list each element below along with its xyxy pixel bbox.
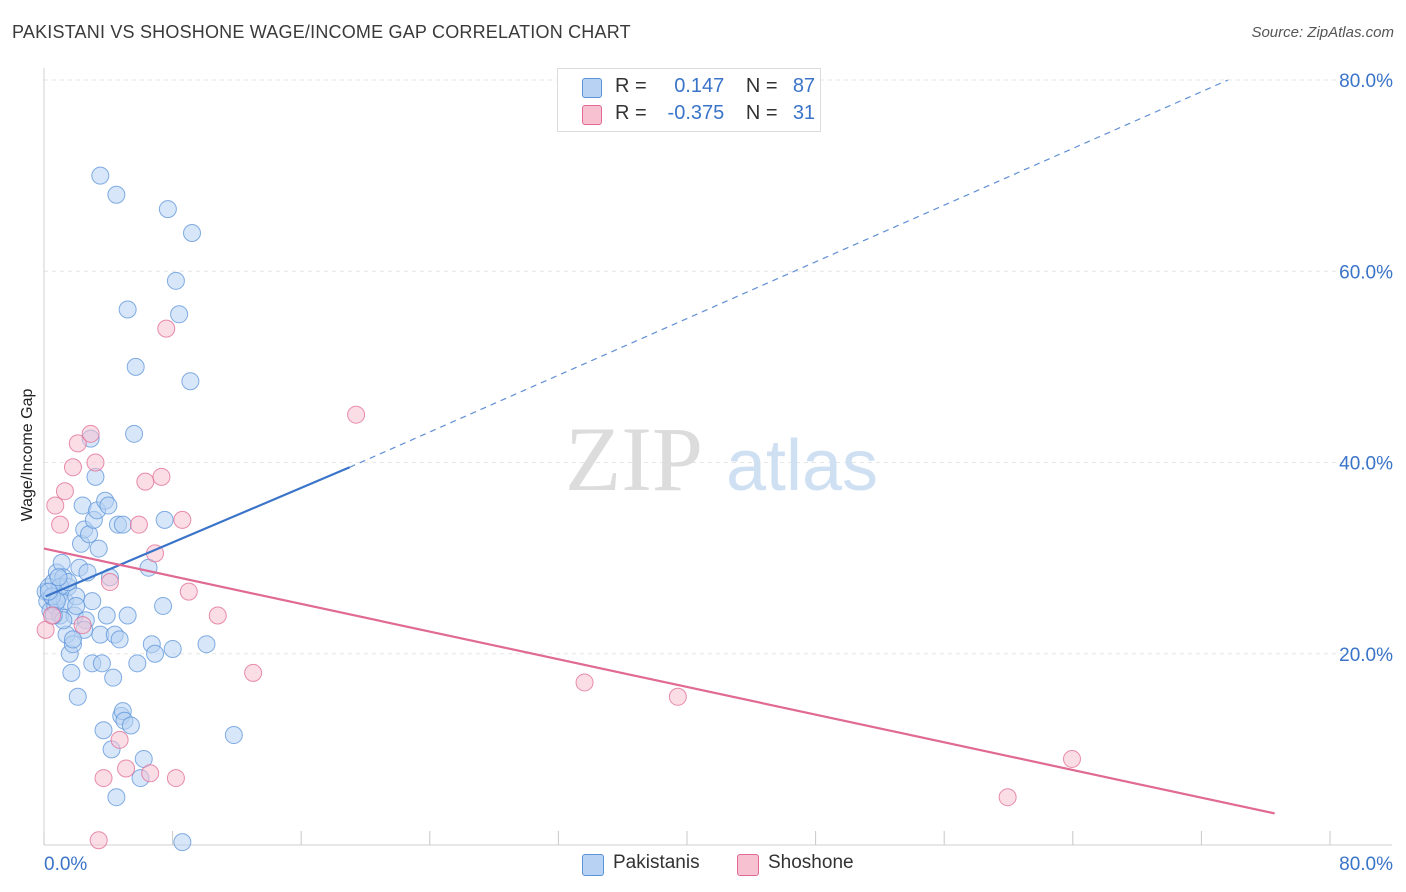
data-point-pakistanis xyxy=(128,654,147,673)
data-point-pakistanis xyxy=(118,300,137,319)
data-point-shoshone xyxy=(152,467,171,486)
trend-line-pakistanis xyxy=(45,466,351,598)
data-point-shoshone xyxy=(998,788,1017,807)
chart-title: PAKISTANI VS SHOSHONE WAGE/INCOME GAP CO… xyxy=(12,22,631,42)
trend-line-shoshone xyxy=(43,547,1275,815)
data-point-pakistanis xyxy=(107,185,126,204)
legend-n-value-shoshone: 31 xyxy=(792,102,816,124)
data-point-shoshone xyxy=(173,510,192,529)
data-point-pakistanis xyxy=(62,663,81,682)
data-point-pakistanis xyxy=(104,668,123,687)
data-point-shoshone xyxy=(166,769,185,788)
data-point-pakistanis xyxy=(126,357,145,376)
data-point-pakistanis xyxy=(224,726,243,745)
data-point-pakistanis xyxy=(91,166,110,185)
data-point-pakistanis xyxy=(163,639,182,658)
data-point-shoshone xyxy=(575,673,594,692)
legend-box: R = 0.147 N = 87 R = -0.375 N = 31 xyxy=(557,68,821,132)
data-point-pakistanis xyxy=(173,833,192,852)
trend-lines xyxy=(43,79,1275,815)
data-point-pakistanis xyxy=(158,200,177,219)
data-point-shoshone xyxy=(43,606,62,625)
data-point-pakistanis xyxy=(146,644,165,663)
grid-lines xyxy=(44,79,1392,655)
data-point-pakistanis xyxy=(181,372,200,391)
tick-labels: 20.0% 40.0% 60.0% 80.0% 0.0% 80.0% xyxy=(44,71,1393,875)
data-point-pakistanis xyxy=(155,510,174,529)
legend-swatch-pakistanis xyxy=(582,78,602,98)
data-point-shoshone xyxy=(117,759,136,778)
data-point-shoshone xyxy=(668,687,687,706)
trend-line-extension-pakistanis xyxy=(349,79,1229,468)
data-point-shoshone xyxy=(63,458,82,477)
data-point-shoshone xyxy=(347,405,366,424)
data-point-pakistanis xyxy=(67,596,86,615)
watermark-zip: ZIP xyxy=(565,408,703,510)
data-point-shoshone xyxy=(55,482,74,501)
data-point-pakistanis xyxy=(154,596,173,615)
data-point-pakistanis xyxy=(83,592,102,611)
legend-n-label: N = xyxy=(745,75,778,97)
legend-r-label: R = xyxy=(615,102,647,124)
data-point-shoshone xyxy=(81,424,100,443)
data-point-shoshone xyxy=(68,434,87,453)
data-point-pakistanis xyxy=(118,606,137,625)
data-point-pakistanis xyxy=(183,224,202,242)
bottom-legend-label-pakistanis: Pakistanis xyxy=(613,852,700,873)
data-point-shoshone xyxy=(46,496,65,515)
y-tick-label: 40.0% xyxy=(1339,454,1393,475)
y-tick-label: 60.0% xyxy=(1339,262,1393,283)
watermark: ZIP atlas xyxy=(565,408,878,510)
data-point-pakistanis xyxy=(68,687,87,706)
data-point-shoshone xyxy=(86,453,105,472)
data-point-pakistanis xyxy=(94,721,113,740)
data-point-shoshone xyxy=(73,616,92,635)
data-point-pakistanis xyxy=(197,635,216,654)
axes xyxy=(43,68,1392,846)
legend-n-label: N = xyxy=(745,102,778,124)
data-point-pakistanis xyxy=(113,515,132,534)
data-point-shoshone xyxy=(100,573,119,592)
bottom-legend-swatch-pakistanis xyxy=(582,854,604,876)
data-point-shoshone xyxy=(179,582,198,601)
x-tick-label: 80.0% xyxy=(1339,854,1393,875)
data-point-pakistanis xyxy=(89,539,108,558)
watermark-atlas: atlas xyxy=(726,426,878,506)
data-points xyxy=(36,166,1081,852)
data-point-pakistanis xyxy=(121,716,140,735)
legend-r-label: R = xyxy=(615,75,647,97)
data-point-shoshone xyxy=(157,319,176,338)
data-point-pakistanis xyxy=(107,788,126,807)
bottom-legend-swatch-shoshone xyxy=(737,854,759,876)
data-point-shoshone xyxy=(110,730,129,749)
data-point-shoshone xyxy=(244,663,263,682)
data-point-shoshone xyxy=(1062,749,1081,768)
y-tick-label: 80.0% xyxy=(1339,71,1393,92)
data-point-pakistanis xyxy=(92,654,111,673)
y-tick-label: 20.0% xyxy=(1339,645,1393,666)
data-point-pakistanis xyxy=(170,305,189,324)
data-point-pakistanis xyxy=(63,630,82,649)
data-point-shoshone xyxy=(141,764,160,783)
data-point-shoshone xyxy=(129,515,148,534)
data-point-pakistanis xyxy=(99,496,118,515)
data-point-pakistanis xyxy=(166,271,185,290)
legend-r-value-shoshone: -0.375 xyxy=(667,102,725,124)
legend-r-value-pakistanis: 0.147 xyxy=(674,75,725,97)
data-point-shoshone xyxy=(89,831,108,850)
data-point-pakistanis xyxy=(97,606,116,625)
data-point-shoshone xyxy=(208,606,227,625)
bottom-legend-label-shoshone: Shoshone xyxy=(768,852,854,873)
x-tick-label: 0.0% xyxy=(44,854,87,875)
data-point-shoshone xyxy=(94,769,113,788)
legend-swatch-shoshone xyxy=(582,105,602,125)
source-label: Source: ZipAtlas.com xyxy=(1251,24,1394,41)
data-point-shoshone xyxy=(51,515,70,534)
legend-n-value-pakistanis: 87 xyxy=(792,75,816,97)
data-point-shoshone xyxy=(136,472,155,491)
data-point-pakistanis xyxy=(49,568,68,587)
data-point-pakistanis xyxy=(110,630,129,649)
data-point-pakistanis xyxy=(125,424,144,443)
